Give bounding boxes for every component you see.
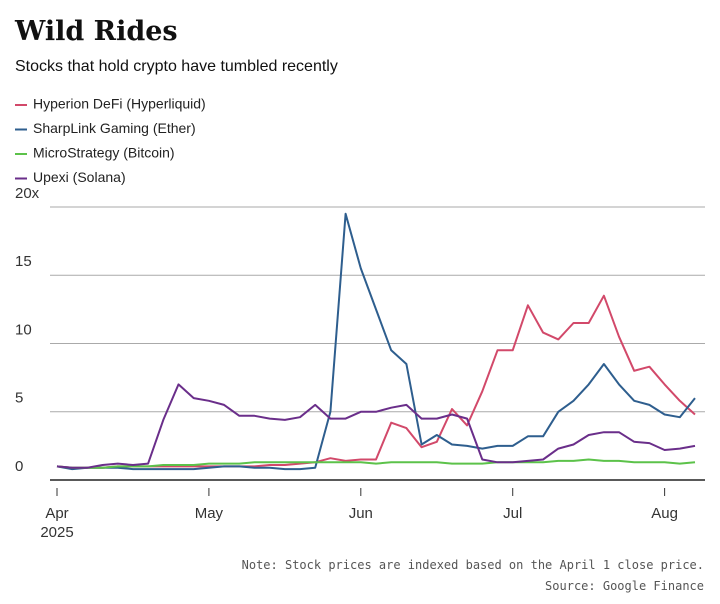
- y-tick-label: 15: [15, 253, 32, 270]
- legend-label: Hyperion DeFi (Hyperliquid): [33, 96, 206, 112]
- note: Note: Stock prices are indexed based on …: [242, 558, 704, 572]
- legend-label: SharpLink Gaming (Ether): [33, 120, 196, 136]
- series-line: [56, 212, 696, 471]
- x-tick-label: Apr: [45, 505, 68, 522]
- chart-subtitle: Stocks that hold crypto have tumbled rec…: [15, 58, 338, 75]
- x-tick-label: Aug: [651, 505, 678, 522]
- legend-label: Upexi (Solana): [33, 169, 126, 185]
- y-tick-label: 10: [15, 321, 32, 338]
- legend-label: MicroStrategy (Bitcoin): [33, 145, 175, 161]
- series-line: [56, 294, 696, 469]
- y-tick-label: 0: [15, 458, 23, 475]
- series-line: [56, 458, 696, 469]
- y-tick-label: 20x: [15, 185, 40, 202]
- y-tick-label: 5: [15, 390, 23, 407]
- series-line: [56, 383, 696, 469]
- source: Source: Google Finance: [545, 579, 704, 593]
- chart-title: Wild Rides: [14, 16, 178, 47]
- x-tick-label: May: [195, 505, 224, 522]
- x-tick-label: Jun: [349, 505, 373, 522]
- x-tick-label: Jul: [503, 505, 522, 522]
- x-sublabel: 2025: [40, 524, 73, 541]
